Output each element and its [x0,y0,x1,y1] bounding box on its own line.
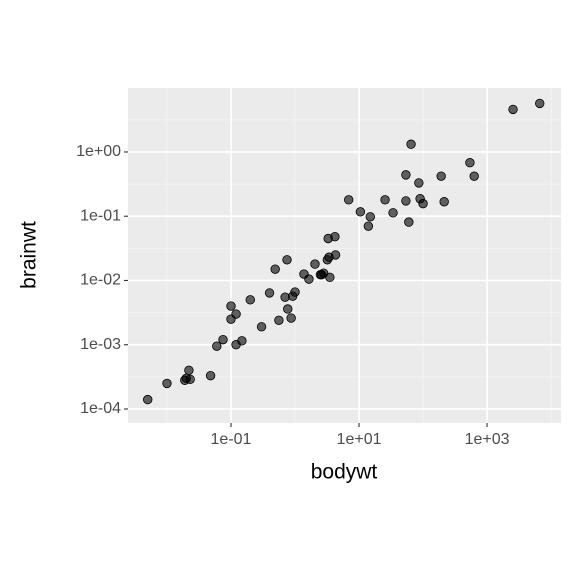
point [205,370,216,381]
point [439,197,449,207]
point [290,287,300,297]
point [325,272,335,283]
y-tick-label: 1e-02 [80,272,121,289]
point [218,334,228,345]
point [465,158,475,168]
point [406,139,416,149]
point [355,207,366,217]
point [237,336,247,346]
x-tick-label: 1e+01 [337,431,382,448]
point [286,313,296,323]
point [274,315,284,325]
point [404,217,414,227]
panel [128,88,561,423]
y-tick-label: 1e+00 [76,143,121,160]
point [436,171,446,181]
point [344,195,354,205]
y-tick-label: 1e-01 [80,207,121,224]
point [388,208,398,218]
point [184,365,194,375]
point [212,341,222,351]
x-tick-label: 1e-01 [211,431,252,448]
point [282,255,292,265]
point [401,196,411,206]
x-axis-title: bodywt [311,461,378,484]
point [508,104,518,115]
point [245,295,255,305]
point [469,171,479,181]
point [185,374,195,384]
point [535,98,545,109]
y-axis-title: brainwt [18,221,41,289]
point [283,304,293,314]
point [363,221,374,231]
points [143,98,545,405]
point [418,198,428,209]
point [380,195,390,205]
point [365,212,375,222]
point [226,301,236,311]
point [330,232,340,242]
point [304,274,314,284]
point [401,170,411,180]
point [162,378,172,389]
grid [128,88,561,423]
point [143,394,153,405]
point [270,264,280,274]
x-tick-label: 1e+03 [465,431,510,448]
point [264,288,275,298]
y-tick-label: 1e-04 [80,400,121,417]
point [330,250,341,260]
point [310,259,320,269]
point [256,322,267,332]
point [414,178,424,188]
point [231,309,241,319]
y-tick-label: 1e-03 [80,336,121,353]
